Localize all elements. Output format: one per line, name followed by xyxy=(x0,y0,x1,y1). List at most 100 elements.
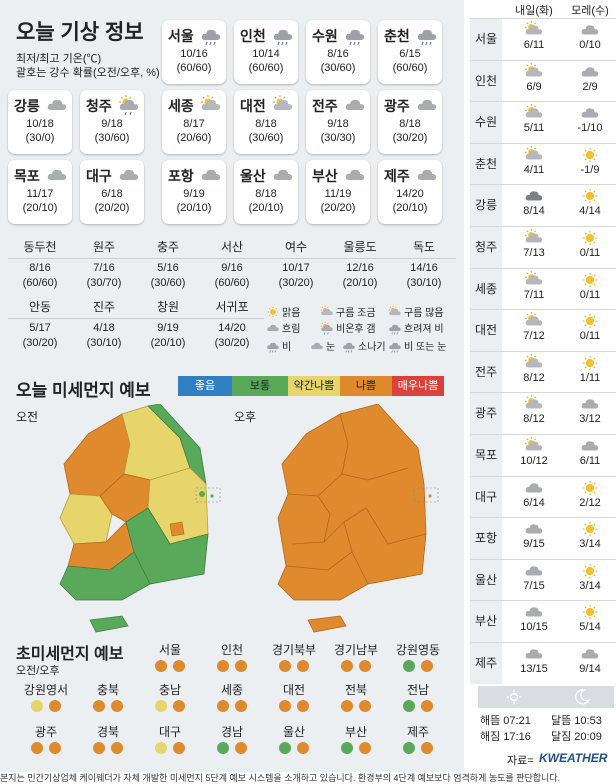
city-prob: (30/60) xyxy=(248,132,284,144)
city-name: 전주 xyxy=(312,98,338,114)
weather-icon-wrap xyxy=(416,94,438,116)
city-card[interactable]: 청주 9/18 (30/60) xyxy=(80,90,144,154)
city-card[interactable]: 서울 10/16 (60/60) xyxy=(162,20,226,84)
dayafter-temp: 3/14 xyxy=(579,579,601,592)
weather-icon-wrap xyxy=(200,24,222,46)
legend-label: 구름 많음 xyxy=(404,308,444,319)
fine-dust-region: 경기북부 xyxy=(264,642,324,672)
sun-icon xyxy=(582,355,598,371)
map-am xyxy=(59,404,221,633)
weather-icon-wrap xyxy=(200,164,222,186)
map-pm-label: 오후 xyxy=(234,410,257,424)
tomorrow-temp: 7/12 xyxy=(523,330,545,343)
map-pm-jeju xyxy=(307,615,347,633)
city-prob: (60/60) xyxy=(176,62,212,74)
fine-dust-region: 대구 xyxy=(140,724,200,754)
weather-icon-wrap xyxy=(118,94,140,116)
small-city-prob: (60/60) xyxy=(22,277,58,289)
cloudy-icon xyxy=(581,649,599,659)
region-dots xyxy=(202,660,262,672)
city-card[interactable]: 인천 10/14 (60/60) xyxy=(234,20,298,84)
weather-icon-wrap xyxy=(272,164,294,186)
dayafter-temp: 2/9 xyxy=(582,80,598,93)
forecast-row: 광주 8/12 3/12 xyxy=(470,392,616,435)
fine-dust-region: 대전 xyxy=(264,682,324,712)
city-card[interactable]: 수원 8/16 (30/60) xyxy=(306,20,370,84)
tomorrow-temp: 10/15 xyxy=(520,621,548,634)
city-prob: (20/10) xyxy=(22,202,58,214)
fine-dust-title: 초미세먼지 예보 xyxy=(16,646,124,663)
legend-item: 맑음 xyxy=(266,304,300,319)
city-name: 인천 xyxy=(240,28,266,44)
forecast-city: 대전 xyxy=(470,310,502,352)
region-dots xyxy=(202,700,262,712)
weather-icon-wrap xyxy=(416,164,438,186)
city-name: 춘천 xyxy=(384,28,410,44)
weather-icon-wrap xyxy=(200,94,222,116)
map-am-gangwon xyxy=(121,405,191,481)
forecast-city: 세종 xyxy=(470,268,502,310)
city-card[interactable]: 전주 9/18 (30/30) xyxy=(306,90,370,154)
region-name: 대전 xyxy=(282,683,306,697)
pm-dot xyxy=(421,660,433,672)
forecast-city: 서울 xyxy=(470,19,502,60)
suncloud-rain-icon xyxy=(320,321,333,334)
cloudy-icon xyxy=(581,399,599,409)
fine-dust-region: 경북 xyxy=(78,724,138,754)
cloudy-icon xyxy=(581,441,599,451)
small-city-temp: 5/17 xyxy=(29,322,51,334)
legend-item: 비온후 갬 xyxy=(320,320,376,335)
city-card[interactable]: 부산 11/19 (20/20) xyxy=(306,160,370,224)
city-card[interactable]: 광주 8/18 (30/20) xyxy=(378,90,442,154)
forecast-panel: 내일(화) 모레(수) 서울 6/11 0/10 인천 6/9 2/9 수원 5/11 -1/1… xyxy=(470,0,616,772)
dayafter-cell: -1/10 xyxy=(562,102,616,136)
city-card[interactable]: 울산 8/18 (20/10) xyxy=(234,160,298,224)
forecast-row: 목포 10/12 6/11 xyxy=(470,434,616,476)
city-card[interactable]: 제주 14/20 (20/10) xyxy=(378,160,442,224)
small-city-name: 동두천 xyxy=(8,236,72,259)
tomorrow-temp: 8/14 xyxy=(523,205,545,218)
dust-level-1: 좋음 xyxy=(178,376,232,396)
small-city-prob: (60/60) xyxy=(214,277,250,289)
fine-dust-region: 충북 xyxy=(78,682,138,712)
region-name: 충남 xyxy=(158,683,182,697)
cloudy-icon xyxy=(119,169,138,180)
dayafter-cell: 0/10 xyxy=(562,19,616,53)
small-city-name: 진주 xyxy=(72,296,136,319)
sun-icon xyxy=(582,147,598,163)
small-city: 독도 14/16 (30/10) xyxy=(392,236,456,291)
tomorrow-temp: 13/15 xyxy=(520,663,548,675)
dayafter-temp: 0/10 xyxy=(579,39,601,51)
brand-logo: KWEATHER xyxy=(539,751,608,765)
region-name: 강원영동 xyxy=(395,643,441,657)
am-dot xyxy=(155,700,167,712)
city-name: 광주 xyxy=(384,98,410,114)
cloudy-icon xyxy=(47,99,66,110)
moon-icon xyxy=(575,689,590,705)
map-am-daegu xyxy=(169,521,185,537)
city-card[interactable]: 포항 9/19 (20/10) xyxy=(162,160,226,224)
small-city-temp: 14/20 xyxy=(218,322,246,334)
tomorrow-cell: 13/15 xyxy=(506,643,562,677)
city-card[interactable]: 대전 8/18 (30/60) xyxy=(234,90,298,154)
dayafter-cell: 0/11 xyxy=(562,310,616,344)
fine-dust-region: 경기남부 xyxy=(326,642,386,672)
city-card[interactable]: 세종 8/17 (20/60) xyxy=(162,90,226,154)
small-city-name: 서산 xyxy=(200,236,264,259)
city-card[interactable]: 목포 11/17 (20/10) xyxy=(8,160,72,224)
fine-dust-region: 서울 xyxy=(140,642,200,672)
dayafter-header: 모레(수) xyxy=(571,5,609,17)
legend-item: 비 xyxy=(266,338,291,353)
small-city-name: 서귀포 xyxy=(200,296,264,319)
city-card[interactable]: 대구 6/18 (20/20) xyxy=(80,160,144,224)
region-name: 강원영서 xyxy=(23,683,69,697)
rain-icon xyxy=(201,29,220,46)
legend-label: 소나기 xyxy=(358,342,386,353)
city-card[interactable]: 춘천 6/15 (60/60) xyxy=(378,20,442,84)
region-dots xyxy=(78,742,138,754)
tomorrow-temp: 8/12 xyxy=(523,413,545,426)
city-card[interactable]: 강릉 10/18 (30/0) xyxy=(8,90,72,154)
tomorrow-cell: 10/15 xyxy=(506,601,562,635)
legend-label: 비 또는 눈 xyxy=(404,342,447,353)
cloudy-icon xyxy=(345,99,364,110)
